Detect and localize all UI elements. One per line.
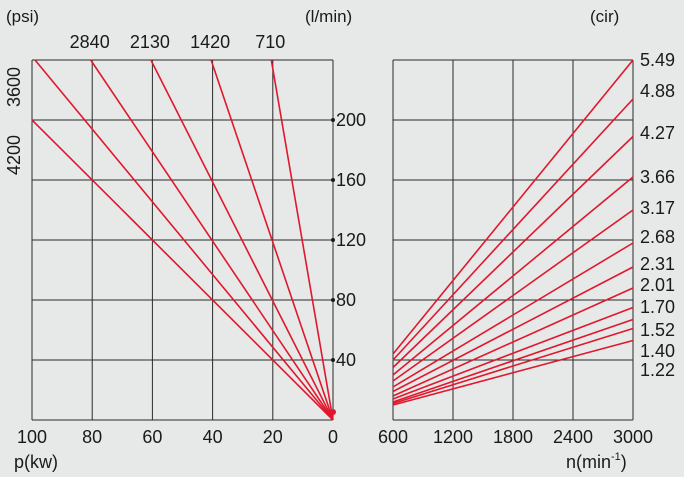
series-label-psi: 2130 [130, 32, 170, 52]
chart-labels: (psi) (l/min) (cir) p(kw) n(min-1) 20016… [4, 7, 675, 472]
speed-axis-title: n(min-1) [566, 451, 627, 472]
series-label-psi: 710 [255, 32, 285, 52]
x-tick-label-speed: 600 [378, 427, 408, 447]
series-line-psi-2840 [90, 59, 334, 421]
displacement-unit-label: (cir) [590, 7, 619, 26]
pressure-unit-label: (psi) [6, 7, 39, 26]
speed-axis-title-close: ) [621, 452, 627, 472]
series-line-cir-3.66 [392, 176, 634, 376]
series-line-cir-2.31 [392, 266, 634, 393]
series-line-psi-4200 [31, 119, 334, 421]
origin-marker [330, 409, 336, 415]
y-tick-label: 40 [336, 350, 356, 370]
series-label-cir: 4.88 [640, 81, 675, 101]
series-line-cir-1.52 [392, 318, 634, 403]
x-tick-label-speed: 3000 [613, 427, 653, 447]
y-tick-dot [331, 238, 335, 242]
series-label-psi: 3600 [4, 67, 24, 107]
y-axis-tick-dots [331, 118, 335, 362]
series-label-cir: 2.31 [640, 254, 675, 274]
series-label-cir: 1.22 [640, 360, 675, 380]
series-label-cir: 2.01 [640, 275, 675, 295]
flow-unit-label: (l/min) [305, 7, 352, 26]
series-line-cir-1.40 [392, 327, 634, 405]
x-tick-label-power: 80 [82, 427, 102, 447]
y-tick-label: 80 [336, 290, 356, 310]
series-label-psi: 2840 [70, 32, 110, 52]
series-line-psi-3600 [34, 59, 334, 421]
series-line-cir-3.17 [392, 209, 634, 382]
chart-series [31, 59, 634, 421]
series-label-psi: 1420 [190, 32, 230, 52]
series-line-psi-1420 [210, 59, 334, 421]
series-line-cir-2.68 [392, 242, 634, 388]
series-label-cir: 5.49 [640, 50, 675, 70]
series-label-cir: 3.17 [640, 198, 675, 218]
y-tick-dot [331, 118, 335, 122]
series-line-psi-710 [270, 59, 334, 421]
x-tick-label-power: 100 [17, 427, 47, 447]
series-line-cir-1.22 [392, 339, 634, 406]
series-line-cir-1.70 [392, 306, 634, 400]
series-label-cir: 1.70 [640, 297, 675, 317]
x-tick-label-power: 0 [328, 427, 338, 447]
y-tick-dot [331, 298, 335, 302]
x-tick-label-speed: 1200 [433, 427, 473, 447]
x-tick-label-power: 40 [203, 427, 223, 447]
y-tick-dot [331, 178, 335, 182]
series-label-cir: 3.66 [640, 167, 675, 187]
x-tick-label-speed: 1800 [493, 427, 533, 447]
series-line-cir-5.49 [392, 59, 634, 355]
y-tick-dot [331, 358, 335, 362]
series-label-cir: 1.40 [640, 341, 675, 361]
x-tick-label-power: 60 [142, 427, 162, 447]
x-tick-label-speed: 2400 [553, 427, 593, 447]
y-tick-label: 160 [336, 170, 366, 190]
series-line-cir-4.27 [392, 135, 634, 369]
x-tick-label-power: 20 [263, 427, 283, 447]
series-label-cir: 2.68 [640, 227, 675, 247]
series-label-cir: 1.52 [640, 320, 675, 340]
series-label-psi: 4200 [4, 135, 24, 175]
series-label-cir: 4.27 [640, 123, 675, 143]
speed-axis-title-main: n(min [566, 452, 611, 472]
series-line-psi-2130 [150, 59, 334, 421]
power-axis-title: p(kw) [14, 452, 58, 472]
series-line-cir-2.01 [392, 287, 634, 397]
y-tick-label: 120 [336, 230, 366, 250]
series-line-cir-4.88 [392, 98, 634, 361]
speed-axis-title-sup: -1 [611, 451, 621, 463]
y-tick-label: 200 [336, 110, 366, 130]
